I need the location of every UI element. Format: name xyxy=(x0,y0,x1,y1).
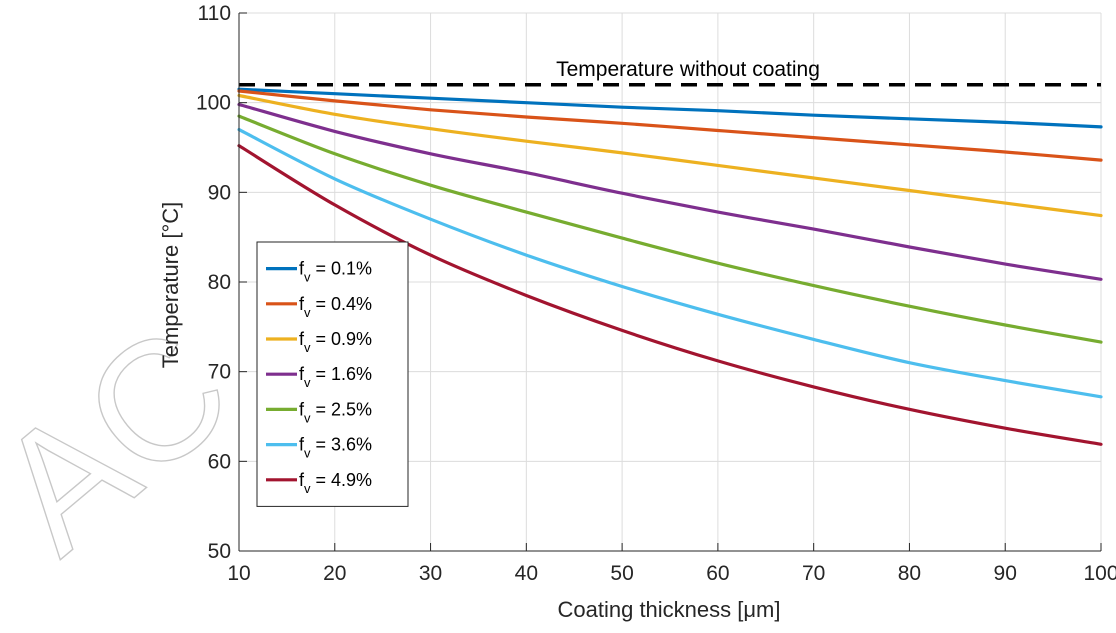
x-axis-label: Coating thickness [μm] xyxy=(558,597,781,622)
series-line xyxy=(237,89,1103,162)
legend-entry: fv = 0.4% xyxy=(299,294,372,320)
x-tick-label: 100 xyxy=(1083,562,1116,585)
series-line xyxy=(237,114,1103,344)
x-tick-label: 20 xyxy=(323,562,346,585)
y-tick-label: 80 xyxy=(208,271,231,294)
legend-entry: fv = 2.5% xyxy=(299,399,372,425)
y-tick-label: 100 xyxy=(196,92,231,115)
y-tick-label: 90 xyxy=(208,181,231,204)
series-line xyxy=(237,144,1103,446)
legend-entry: fv = 0.9% xyxy=(299,329,372,355)
reference-line-label: Temperature without coating xyxy=(556,58,820,81)
series-line xyxy=(237,102,1103,281)
x-tick-label: 40 xyxy=(515,562,538,585)
legend-entry: fv = 3.6% xyxy=(299,435,372,461)
y-tick-label: 70 xyxy=(208,361,231,384)
legend-entry: fv = 4.9% xyxy=(299,470,372,496)
x-tick-label: 10 xyxy=(227,562,250,585)
y-tick-label: 50 xyxy=(208,540,231,563)
legend-entry: fv = 0.1% xyxy=(299,259,372,285)
y-tick-label: 60 xyxy=(208,450,231,473)
series-line xyxy=(237,93,1103,218)
x-tick-label: 50 xyxy=(610,562,633,585)
x-tick-label: 60 xyxy=(706,562,729,585)
x-tick-label: 90 xyxy=(994,562,1017,585)
tick-labels: 10 20 30 40 50 60 70 80 90 100 50 60 70 80 90 100 110 xyxy=(196,2,1116,585)
series-line xyxy=(237,128,1103,399)
x-tick-label: 70 xyxy=(802,562,825,585)
x-tick-label: 30 xyxy=(419,562,442,585)
legend: fv = 0.1% fv = 0.4% fv = 0.9% fv = 1.6% fv =… xyxy=(256,241,409,507)
y-tick-label: 110 xyxy=(198,2,231,25)
x-tick-label: 80 xyxy=(898,562,921,585)
y-axis-label: Temperature [°C] xyxy=(158,202,183,369)
series-layer xyxy=(237,82,1103,446)
axes xyxy=(238,12,1102,552)
series-line xyxy=(237,87,1103,129)
legend-entry: fv = 1.6% xyxy=(299,364,372,390)
